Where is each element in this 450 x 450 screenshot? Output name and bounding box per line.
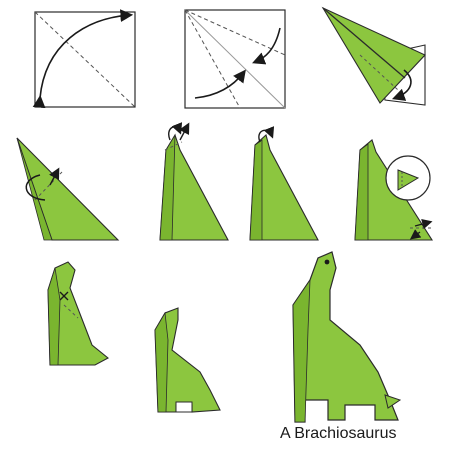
paper-shade bbox=[292, 278, 311, 423]
paper-square bbox=[34, 11, 136, 108]
step-4-triangle-neck-fold bbox=[16, 137, 120, 241]
cross-mark-icon bbox=[59, 291, 69, 301]
fold-arrow-icon bbox=[409, 229, 422, 240]
fold-arrow-icon bbox=[168, 122, 183, 141]
paper-shade bbox=[16, 137, 53, 241]
center-crease bbox=[322, 7, 406, 79]
zoom-head bbox=[397, 169, 420, 191]
fold-dash-lower bbox=[184, 9, 241, 109]
step-10-finished-brachiosaurus bbox=[292, 251, 402, 423]
step-5-neck-reverse-fold bbox=[159, 122, 229, 241]
diagram-caption: A Brachiosaurus bbox=[280, 425, 397, 442]
step-7-head-detail bbox=[354, 139, 434, 241]
fold-arrow-icon bbox=[252, 27, 281, 65]
step-2-square-two-folds bbox=[184, 9, 286, 109]
step-9-legs-fold bbox=[154, 307, 221, 413]
fold-arrow-icon bbox=[49, 167, 60, 186]
fold-arrow-icon bbox=[414, 218, 433, 230]
fold-arrow-icon bbox=[391, 69, 412, 101]
tail bbox=[384, 394, 402, 409]
step-3-kite-base bbox=[321, 6, 426, 106]
fold-dash-upper bbox=[184, 9, 286, 56]
step-6-head-fold bbox=[249, 126, 319, 241]
paper-shade bbox=[249, 139, 263, 241]
eye-icon bbox=[324, 259, 330, 265]
paper-shade bbox=[354, 143, 369, 241]
paper-shade bbox=[159, 133, 176, 241]
paper-shade bbox=[154, 311, 169, 413]
paper-shade bbox=[47, 267, 61, 366]
paper-green bbox=[292, 251, 399, 423]
leg-cutout bbox=[175, 401, 193, 413]
step-8-body-fold bbox=[47, 261, 109, 366]
fold-dash bbox=[359, 54, 399, 91]
fold-arrow-icon bbox=[258, 126, 275, 143]
fold-arrow-icon bbox=[194, 69, 246, 99]
paper-green bbox=[321, 6, 426, 104]
diagonal-line bbox=[184, 9, 286, 109]
step-1-square-fold bbox=[32, 9, 136, 109]
fold-arrow-icon bbox=[25, 174, 46, 201]
fold-arrow-icon bbox=[32, 9, 134, 109]
fold-arrow-icon bbox=[179, 122, 190, 141]
